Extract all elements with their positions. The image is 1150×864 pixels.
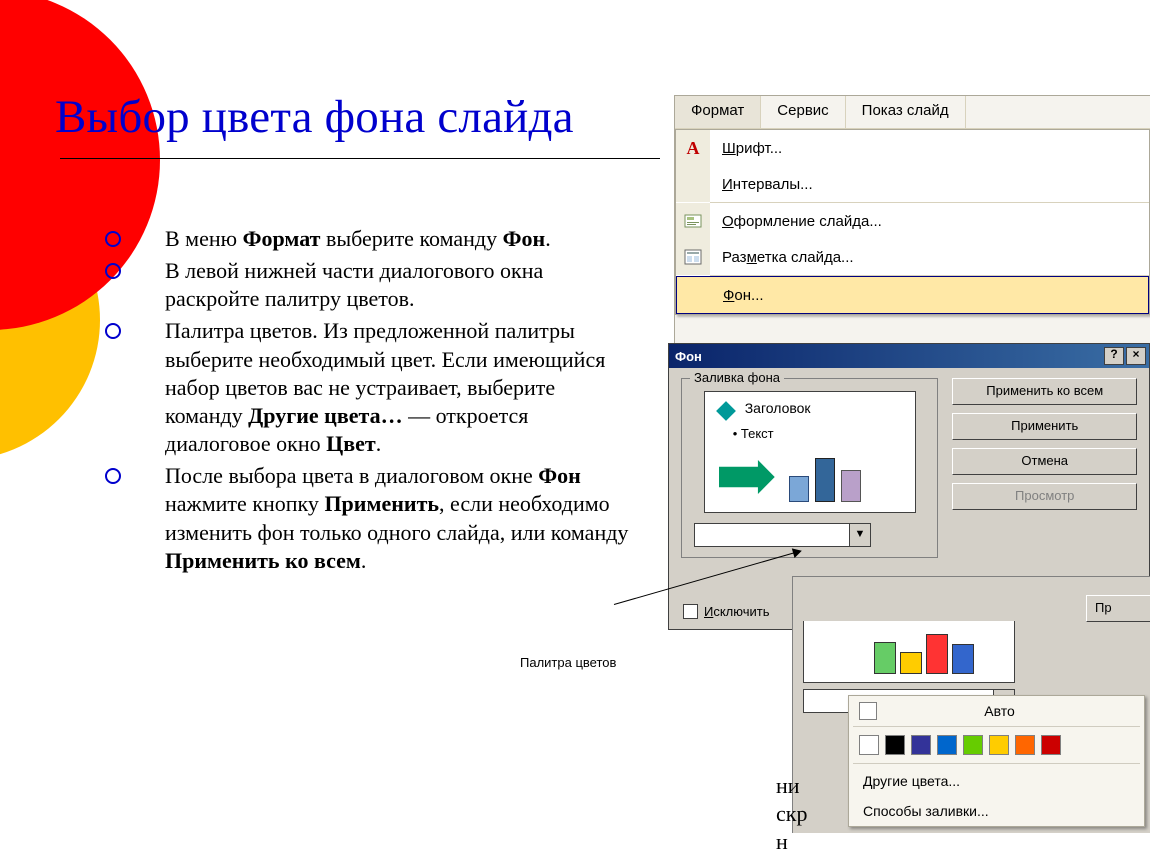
color-swatch[interactable] [859, 735, 879, 755]
text: После выбора цвета в диалоговом окне [165, 463, 538, 488]
list-item: Палитра цветов. Из предложенной палитры … [135, 317, 635, 458]
font-a-icon: A [676, 130, 710, 166]
text: . [361, 548, 367, 573]
apply-button[interactable]: Применить [952, 413, 1137, 440]
chart-bar-icon [841, 470, 861, 502]
apply-all-button[interactable]: Применить ко всем [952, 378, 1137, 405]
checkbox[interactable] [683, 604, 698, 619]
fill-groupbox: Заливка фона Заголовок • Текст ▼ [681, 378, 938, 558]
dialog-titlebar: Фон ? × [669, 344, 1149, 368]
format-menu-screenshot: Формат Сервис Показ слайд A Шрифт... Инт… [674, 95, 1150, 344]
list-item: В меню Формат выберите команду Фон. [135, 225, 635, 253]
chart-bar-icon [815, 458, 835, 502]
callout-label: Палитра цветов [520, 655, 616, 670]
text: выберите команду [320, 226, 502, 251]
exclude-checkbox-row[interactable]: Исключить [683, 604, 770, 619]
menu-label: Фон... [711, 287, 1148, 304]
color-swatch[interactable] [1015, 735, 1035, 755]
occluded-text: ни скр н [776, 772, 856, 856]
menu-item-font[interactable]: A Шрифт... [676, 130, 1149, 166]
separator [853, 763, 1140, 764]
list-item: В левой нижней части диалогового окна ра… [135, 257, 635, 313]
tab-service[interactable]: Сервис [761, 96, 845, 128]
menu-dropdown: A Шрифт... Интервалы... Оформление слайд… [675, 129, 1150, 315]
page-title: Выбор цвета фона слайда [55, 90, 574, 144]
text-bold: Фон [538, 463, 581, 488]
close-button[interactable]: × [1126, 347, 1146, 365]
menu-item-background[interactable]: Фон... [676, 276, 1149, 314]
color-swatch[interactable] [989, 735, 1009, 755]
preview-bullet: • Текст [733, 426, 774, 441]
menu-label: Шрифт... [710, 140, 1149, 157]
auto-swatch-icon [859, 702, 877, 720]
chart-bar-icon [926, 634, 948, 674]
tab-slideshow[interactable]: Показ слайд [846, 96, 966, 128]
checkbox-label: Исключить [704, 604, 770, 619]
text-bold: Применить ко всем [165, 548, 361, 573]
text-bold: Другие цвета… [248, 403, 402, 428]
chart-bar-icon [900, 652, 922, 674]
menu-label: Разметка слайда... [710, 249, 1149, 266]
text: . [545, 226, 551, 251]
slide-preview: Заголовок • Текст [704, 391, 916, 513]
chart-bar-icon [789, 476, 809, 502]
title-underline [60, 158, 660, 159]
text-bold: Формат [243, 226, 321, 251]
blank-icon [676, 166, 710, 202]
separator [853, 726, 1140, 727]
swatch-row [849, 729, 1144, 761]
help-button[interactable]: ? [1104, 347, 1124, 365]
menu-tabs: Формат Сервис Показ слайд [675, 96, 1150, 129]
list-item: После выбора цвета в диалоговом окне Фон… [135, 462, 635, 575]
blank-icon [677, 277, 711, 313]
chart-bar-icon [874, 642, 896, 674]
preview-button[interactable]: Просмотр [952, 483, 1137, 510]
group-label: Заливка фона [690, 370, 784, 385]
color-swatch[interactable] [911, 735, 931, 755]
text-bold: Цвет [326, 431, 376, 456]
slide-preview [803, 569, 1015, 683]
text: В левой нижней части диалогового окна ра… [165, 258, 543, 311]
text-bold: Применить [324, 491, 439, 516]
design-icon [676, 203, 710, 239]
text: нажмите кнопку [165, 491, 324, 516]
diamond-icon [716, 401, 736, 421]
layout-icon [676, 239, 710, 275]
menu-item-design[interactable]: Оформление слайда... [676, 203, 1149, 239]
tab-format[interactable]: Формат [675, 96, 761, 128]
color-swatch[interactable] [937, 735, 957, 755]
text: . [376, 431, 382, 456]
color-dropdown[interactable]: ▼ [694, 523, 871, 547]
arrow-shape-icon [719, 460, 775, 494]
color-palette-popup: Авто Другие цвета... Способы заливки... [848, 695, 1145, 827]
text: В меню [165, 226, 243, 251]
chart-bar-icon [952, 644, 974, 674]
menu-item-layout[interactable]: Разметка слайда... [676, 239, 1149, 275]
menu-label: Интервалы... [710, 176, 1149, 193]
chevron-down-icon: ▼ [849, 524, 870, 546]
cancel-button[interactable]: Отмена [952, 448, 1137, 475]
palette-more-colors[interactable]: Другие цвета... [849, 766, 1144, 796]
body-text: В меню Формат выберите команду Фон. В ле… [135, 225, 635, 579]
color-swatch[interactable] [963, 735, 983, 755]
text-bold: Фон [503, 226, 546, 251]
preview-button-partial[interactable]: Пр [1086, 595, 1150, 622]
color-swatch[interactable] [1041, 735, 1061, 755]
palette-auto-row[interactable]: Авто [849, 696, 1144, 724]
color-swatch[interactable] [885, 735, 905, 755]
palette-fill-effects[interactable]: Способы заливки... [849, 796, 1144, 826]
preview-title: Заголовок [745, 400, 811, 416]
dialog-title: Фон [675, 349, 702, 364]
menu-label: Оформление слайда... [710, 213, 1149, 230]
auto-label: Авто [889, 703, 1134, 719]
menu-item-intervals[interactable]: Интервалы... [676, 166, 1149, 202]
